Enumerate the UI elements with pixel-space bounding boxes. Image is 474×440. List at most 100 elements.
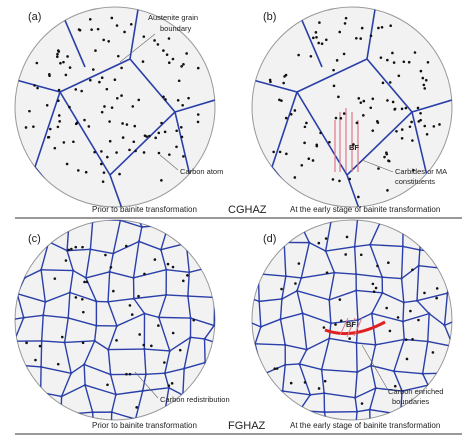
- carbon-atom: [314, 31, 318, 34]
- carbon-atom: [112, 289, 115, 293]
- boundary-node: [261, 373, 264, 376]
- carbon-atom: [187, 96, 190, 100]
- boundary-node: [426, 340, 429, 343]
- boundary-node: [451, 345, 452, 348]
- grain-boundary: [168, 220, 187, 226]
- carbon-atom: [125, 123, 129, 126]
- carbon-atom: [85, 280, 89, 284]
- carbon-atoms: [24, 16, 441, 409]
- grain-boundary: [164, 410, 185, 413]
- carbon-atom: [289, 381, 293, 385]
- carbon-atom: [64, 259, 68, 262]
- grain-boundary: [231, 387, 235, 418]
- grain-boundaries: [252, 7, 452, 207]
- carbon-atom: [171, 57, 175, 61]
- grain-boundary: [356, 273, 383, 278]
- grain-boundary: [40, 315, 44, 342]
- carbon-atom: [91, 68, 95, 71]
- grain-boundary: [230, 351, 239, 374]
- carbon-atom: [53, 277, 57, 280]
- grain-boundary: [111, 394, 117, 413]
- grain-boundary: [234, 276, 238, 295]
- grain-boundary: [329, 337, 357, 344]
- carbon-atom: [388, 81, 392, 84]
- carbon-atom: [381, 81, 385, 85]
- carbon-atom: [285, 152, 288, 156]
- grain-boundary: [353, 246, 357, 275]
- carbon-atom: [72, 140, 75, 144]
- grain-boundary: [142, 387, 169, 392]
- carbon-atom: [182, 155, 185, 158]
- grain-boundary: [400, 246, 404, 279]
- grain-boundary: [107, 297, 134, 303]
- grain-boundary: [252, 241, 258, 252]
- grain-boundary: [418, 249, 421, 266]
- grain-boundary: [217, 265, 237, 275]
- boundary-node: [298, 362, 301, 366]
- grain-boundary: [400, 194, 418, 204]
- grain-boundary: [15, 220, 26, 228]
- boundary-node: [83, 383, 87, 387]
- boundary-node: [89, 248, 92, 251]
- grain-boundary: [299, 363, 322, 371]
- carbon-atom: [68, 105, 71, 109]
- grain-boundary: [252, 268, 259, 275]
- grain-boundary: [132, 241, 140, 278]
- grain-boundary: [230, 374, 235, 387]
- carbon-atom: [131, 105, 135, 108]
- boundary-node: [450, 226, 452, 229]
- grain-boundary: [403, 300, 418, 304]
- grain-boundary: [0, 340, 14, 341]
- boundary-node: [284, 363, 287, 366]
- boundary-node: [429, 410, 433, 414]
- carbon-atom: [65, 162, 69, 166]
- grain-boundary: [203, 325, 215, 340]
- grain-boundary: [64, 340, 95, 344]
- boundary-node: [279, 318, 282, 321]
- carbon-atom: [107, 39, 110, 43]
- grain-boundary: [354, 372, 358, 398]
- grain-boundary: [296, 277, 302, 292]
- grain-boundary: [187, 295, 215, 299]
- grain-boundary: [324, 392, 356, 399]
- grain-boundary: [416, 292, 448, 302]
- grain-boundary: [15, 247, 22, 250]
- grain-boundary: [256, 251, 260, 274]
- circle: [251, 6, 453, 208]
- carbon-atom: [56, 125, 60, 129]
- carbon-atom: [113, 78, 117, 82]
- grain-boundary: [144, 348, 170, 352]
- carbon-atom: [323, 379, 327, 383]
- carbon-atom: [116, 54, 120, 58]
- grain-boundary: [109, 271, 134, 279]
- grain-boundary: [91, 412, 96, 420]
- carbon-atom: [77, 169, 80, 172]
- carbon-atom: [282, 81, 285, 85]
- grain-boundary: [354, 387, 377, 399]
- carbon-atom: [388, 329, 392, 333]
- boundary-node: [232, 223, 234, 225]
- boundary-node: [427, 312, 431, 315]
- carbon-atom: [397, 74, 401, 78]
- grain-boundary: [62, 434, 94, 440]
- carbon-atom: [387, 159, 390, 163]
- boundary-node: [380, 275, 384, 279]
- carbon-atom: [362, 114, 365, 117]
- grain-boundary: [275, 220, 285, 243]
- boundary-node: [143, 312, 146, 315]
- carbon-atom: [344, 253, 347, 256]
- carbon-atom: [138, 333, 141, 336]
- grain-boundary: [354, 411, 358, 420]
- grain-boundary: [145, 372, 165, 376]
- carbon-atom: [98, 80, 101, 84]
- carbon-atom: [371, 97, 375, 101]
- grain-boundary: [370, 243, 403, 248]
- carbon-atom: [379, 56, 383, 59]
- boundary-node: [84, 276, 88, 280]
- carbon-atom: [196, 113, 200, 116]
- grain-boundary: [421, 221, 452, 229]
- grain-boundary: [355, 435, 370, 440]
- boundary-node: [67, 223, 71, 226]
- boundary-node: [109, 373, 112, 376]
- boundary-node: [320, 368, 323, 371]
